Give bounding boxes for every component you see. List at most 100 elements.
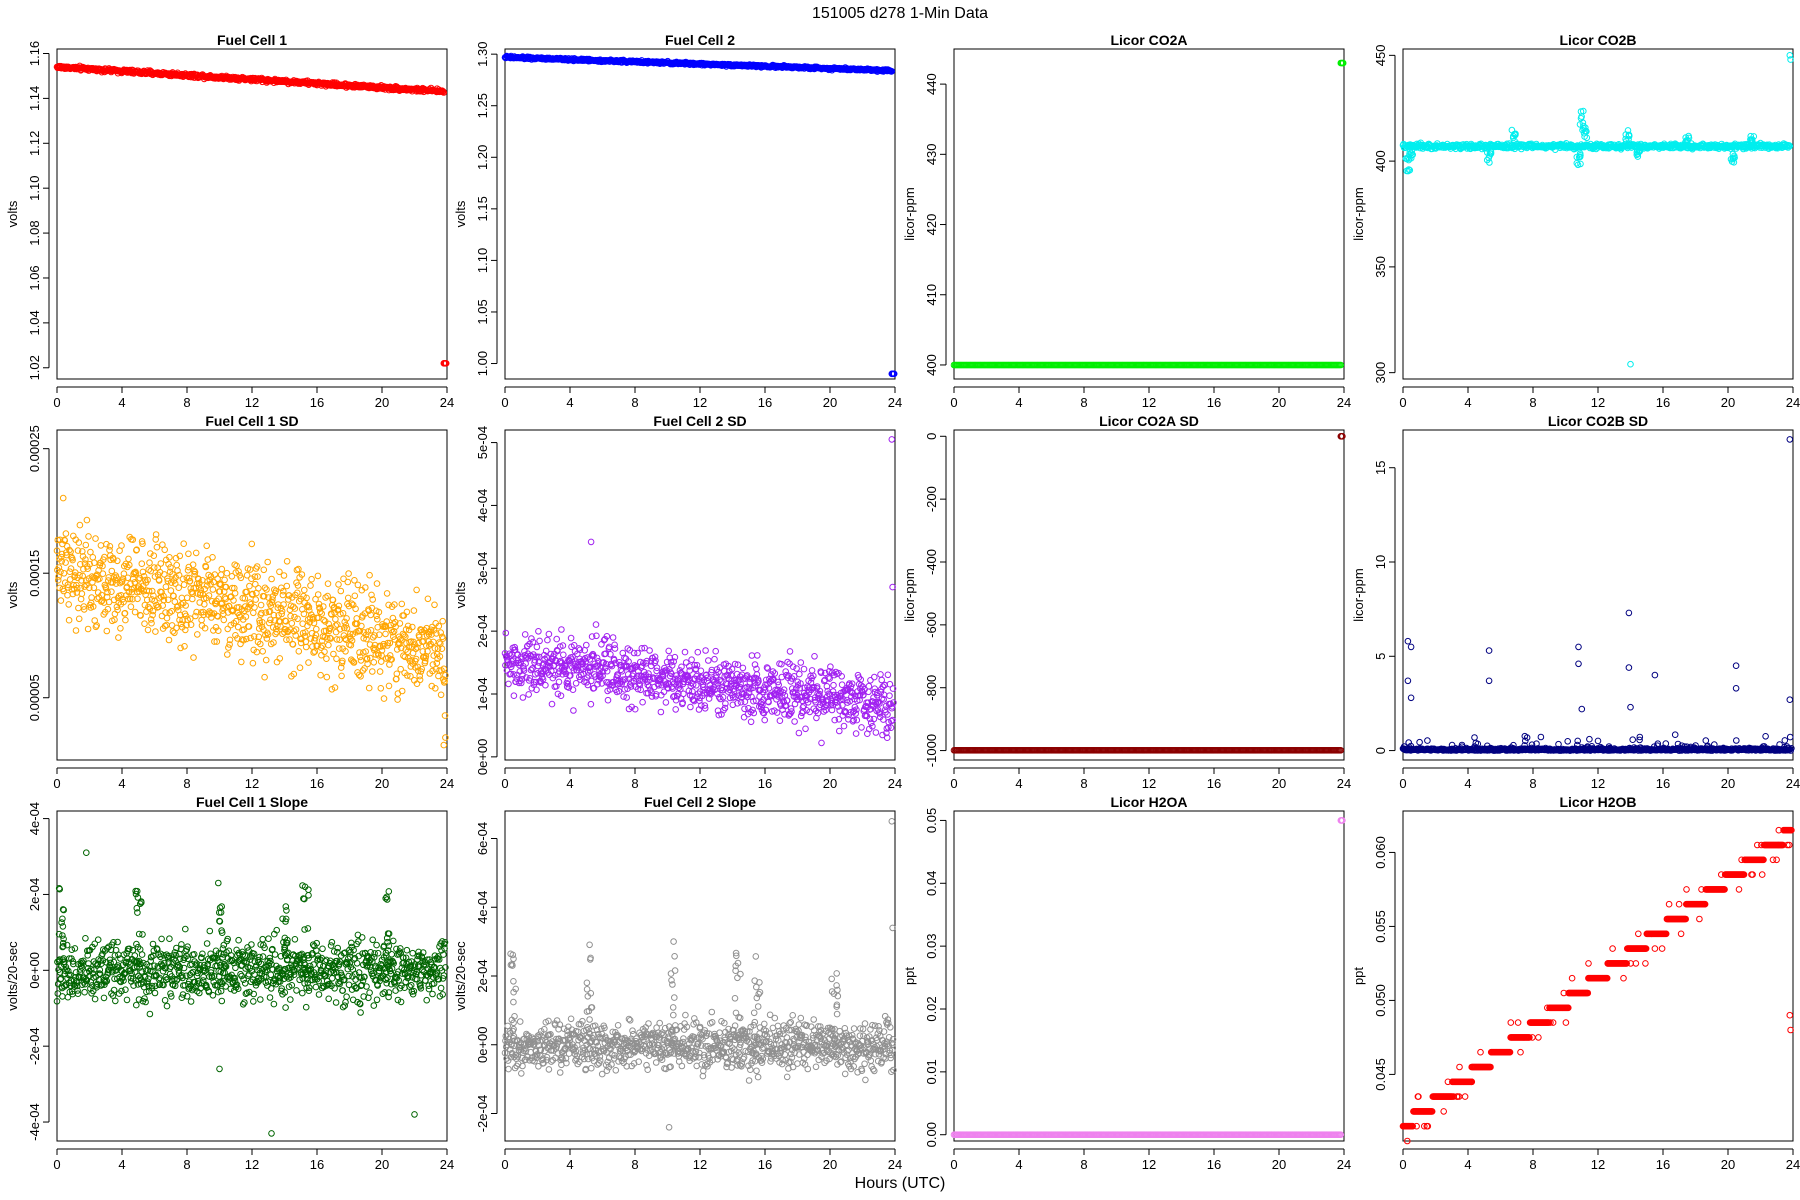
series-points — [53, 494, 449, 749]
plot-frame — [953, 48, 1345, 380]
data-point — [535, 628, 542, 635]
data-point — [169, 628, 177, 635]
data-point — [510, 692, 518, 700]
data-point — [383, 590, 391, 597]
data-point — [672, 706, 680, 713]
data-point — [380, 695, 388, 702]
data-point — [570, 707, 577, 714]
data-point — [185, 550, 192, 558]
data-point — [255, 585, 262, 592]
data-point — [314, 572, 322, 580]
data-point — [283, 582, 291, 590]
x-axis: 0 4 8 12 16 20 24 — [53, 767, 454, 791]
y-tick-label: 1.02 — [27, 355, 42, 380]
x-tick-label: 24 — [888, 776, 902, 791]
x-tick-label: 12 — [245, 395, 259, 410]
data-point — [800, 665, 808, 673]
data-point — [830, 681, 837, 689]
data-point — [189, 561, 197, 569]
data-point — [77, 595, 85, 603]
y-tick-label: 350 — [1373, 256, 1388, 278]
data-point — [711, 655, 718, 663]
series-points — [950, 59, 1347, 369]
data-point — [117, 625, 124, 632]
data-point — [233, 562, 240, 570]
data-point — [76, 521, 84, 529]
data-point — [162, 583, 170, 591]
data-point — [872, 729, 880, 736]
data-point — [260, 566, 268, 574]
data-point — [332, 615, 339, 623]
x-tick-label: 4 — [1464, 395, 1471, 410]
data-point — [125, 555, 132, 563]
data-point — [440, 89, 448, 96]
x-tick-label: 4 — [118, 776, 125, 791]
y-axis-label: volts — [5, 581, 20, 608]
x-tick-label: 24 — [888, 395, 902, 410]
panel-title: Licor CO2A — [1110, 32, 1187, 48]
data-point — [173, 561, 180, 569]
y-axis: 1.021.041.061.081.101.121.141.16 — [27, 41, 50, 380]
data-point — [665, 647, 673, 655]
y-tick-label: 3e-04 — [475, 552, 490, 585]
y-tick-label: 1.00 — [475, 351, 490, 376]
data-point — [611, 645, 619, 652]
y-tick-label: 1.04 — [27, 310, 42, 335]
data-point — [410, 607, 418, 614]
data-point — [320, 616, 328, 624]
data-point — [163, 621, 170, 629]
y-tick-label: 1.16 — [27, 41, 42, 66]
data-point — [818, 739, 825, 747]
x-tick-label: 0 — [53, 776, 60, 791]
data-point — [111, 610, 119, 618]
data-point — [351, 592, 359, 600]
data-point — [157, 560, 165, 567]
data-point — [262, 656, 270, 664]
data-point — [251, 604, 258, 611]
y-tick-label: 430 — [924, 143, 939, 165]
x-tick-label: 4 — [566, 776, 573, 791]
y-axis-label: volts — [5, 200, 20, 227]
data-point — [345, 570, 352, 577]
data-point — [435, 672, 442, 680]
data-point — [301, 586, 308, 594]
y-axis-label: licor-ppm — [1351, 187, 1366, 240]
data-point — [72, 627, 80, 634]
data-point — [209, 554, 216, 561]
data-point — [808, 667, 816, 674]
data-point — [688, 656, 695, 664]
data-point — [385, 682, 393, 690]
x-tick-label: 16 — [1207, 395, 1221, 410]
data-point — [165, 636, 173, 644]
data-point — [249, 659, 257, 667]
x-tick-label: 16 — [1656, 395, 1670, 410]
data-point — [682, 659, 690, 666]
panel-1: Fuel Cell 10 4 8 12 16 20 241.021.041.061.081.… — [5, 32, 454, 410]
data-point — [416, 676, 424, 684]
x-tick-label: 8 — [183, 776, 190, 791]
data-point — [161, 546, 168, 554]
data-point — [567, 634, 575, 642]
y-tick-label: 1.10 — [475, 248, 490, 273]
data-point — [442, 360, 450, 367]
data-point — [317, 671, 324, 679]
data-point — [122, 616, 129, 624]
x-tick-label: 16 — [310, 776, 324, 791]
plot-frame — [504, 48, 896, 380]
data-point — [224, 625, 231, 633]
data-point — [1627, 360, 1634, 368]
data-point — [175, 584, 182, 592]
y-tick-label: 400 — [1373, 150, 1388, 172]
data-point — [82, 541, 90, 549]
y-tick-label: 0e+00 — [475, 739, 490, 776]
data-point — [190, 654, 197, 661]
x-tick-label: 20 — [823, 776, 837, 791]
data-point — [370, 659, 378, 666]
y-tick-label: 0.00015 — [27, 550, 42, 597]
data-point — [263, 586, 270, 593]
x-tick-label: 8 — [1080, 395, 1087, 410]
